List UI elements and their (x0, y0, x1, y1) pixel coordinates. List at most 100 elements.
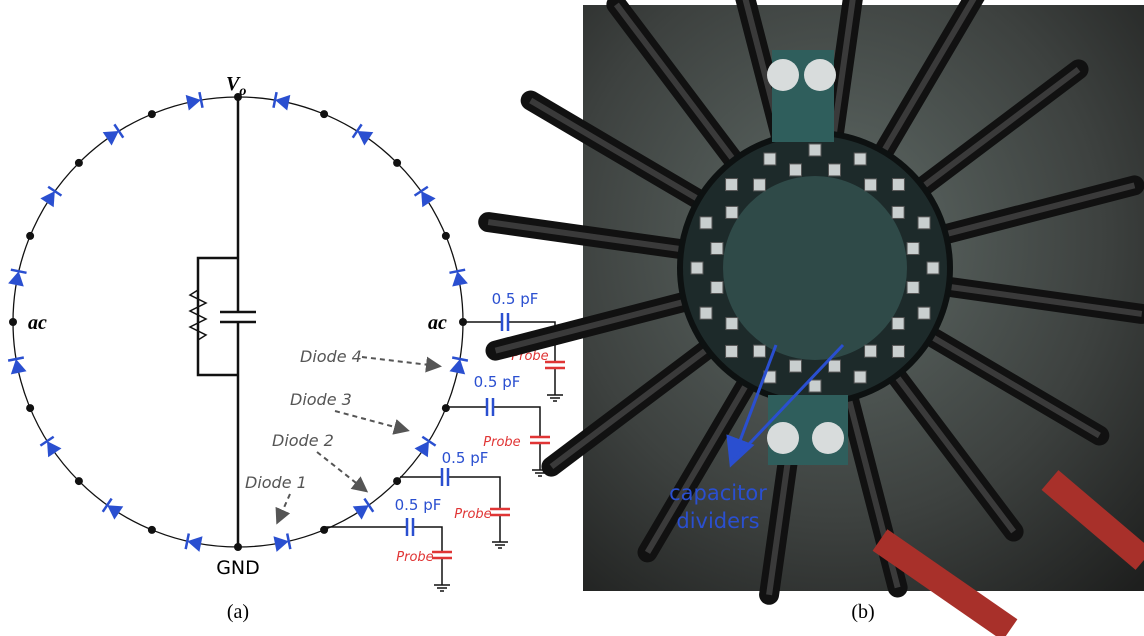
node (26, 232, 34, 240)
diode (186, 92, 203, 110)
node (9, 318, 17, 326)
node (320, 110, 328, 118)
component (711, 282, 723, 294)
ac-label: ac (28, 312, 47, 334)
diode-pointer (362, 357, 438, 366)
component (907, 282, 919, 294)
component (711, 242, 723, 254)
component (865, 179, 877, 191)
ground-label: GND (216, 557, 260, 579)
capacitor-label: 0.5 pF (442, 449, 489, 467)
standoff (812, 422, 844, 454)
diode (103, 124, 124, 145)
diode-label: Diode 3 (290, 390, 352, 409)
diode (273, 92, 290, 110)
component (918, 307, 930, 319)
diode (8, 270, 26, 287)
component (726, 179, 738, 191)
probe-label: Probe (454, 507, 491, 522)
component (691, 262, 703, 274)
probe-label: Probe (483, 435, 520, 450)
component (809, 144, 821, 156)
diode (353, 499, 374, 520)
node (393, 159, 401, 167)
standoff (767, 422, 799, 454)
panel-a: Vo ac ac GND (a) 0.5 pFProbe0.5 pFProbe0… (8, 73, 565, 623)
diode-label: Diode 1 (245, 473, 307, 492)
node (393, 477, 401, 485)
diode (415, 187, 436, 208)
component (700, 217, 712, 229)
diode-bar (186, 533, 189, 549)
component (789, 360, 801, 372)
component (789, 164, 801, 176)
diode (353, 124, 374, 145)
cap-gap (222, 312, 254, 322)
component (726, 318, 738, 330)
diode (273, 533, 290, 551)
component (726, 206, 738, 218)
node (75, 159, 83, 167)
component (892, 318, 904, 330)
component (726, 345, 738, 357)
caption: (b) (851, 601, 874, 623)
annotation: capacitor (669, 481, 767, 505)
diode (449, 270, 467, 287)
component (809, 380, 821, 392)
node (234, 543, 242, 551)
component (854, 153, 866, 165)
node (75, 477, 83, 485)
diode-pointer (317, 452, 365, 490)
diode-bar (11, 270, 27, 273)
standoff (767, 59, 799, 91)
node (26, 404, 34, 412)
figure: Vo ac ac GND (a) 0.5 pFProbe0.5 pFProbe0… (0, 0, 1144, 636)
probe-label: Probe (396, 550, 433, 565)
node (148, 526, 156, 534)
diode-label: Diode 4 (300, 347, 362, 366)
diode-pointer (335, 411, 406, 430)
diode-bar (287, 533, 290, 549)
component (865, 345, 877, 357)
standoff (804, 59, 836, 91)
node (442, 404, 450, 412)
diode (40, 187, 61, 208)
capacitor-label: 0.5 pF (395, 496, 442, 514)
diode-label: Diode 2 (272, 431, 334, 450)
diode (103, 499, 124, 520)
component (829, 360, 841, 372)
component (753, 179, 765, 191)
component (854, 371, 866, 383)
component (927, 262, 939, 274)
diode-pointer (278, 494, 290, 521)
component (700, 307, 712, 319)
diode (415, 437, 436, 458)
component (753, 345, 765, 357)
component (764, 153, 776, 165)
diode-bar (452, 357, 468, 360)
node (234, 93, 242, 101)
capacitor-label: 0.5 pF (492, 290, 539, 308)
component (907, 242, 919, 254)
component (892, 179, 904, 191)
annotation: dividers (676, 509, 759, 533)
ac-label: ac (428, 312, 447, 334)
component (918, 217, 930, 229)
capacitor-label: 0.5 pF (474, 373, 521, 391)
diode (449, 357, 467, 374)
component (892, 206, 904, 218)
diode (186, 533, 203, 551)
component (829, 164, 841, 176)
board-inner (723, 176, 907, 360)
diode-bar (8, 357, 24, 360)
diode-bar (273, 92, 276, 108)
component (892, 345, 904, 357)
diode (40, 437, 61, 458)
diode-bar (199, 92, 202, 108)
node (442, 232, 450, 240)
diode-bar (449, 270, 465, 273)
panel-b: capacitor dividers (b) (488, 0, 1144, 630)
node (148, 110, 156, 118)
caption: (a) (227, 601, 249, 623)
diode (8, 357, 26, 374)
